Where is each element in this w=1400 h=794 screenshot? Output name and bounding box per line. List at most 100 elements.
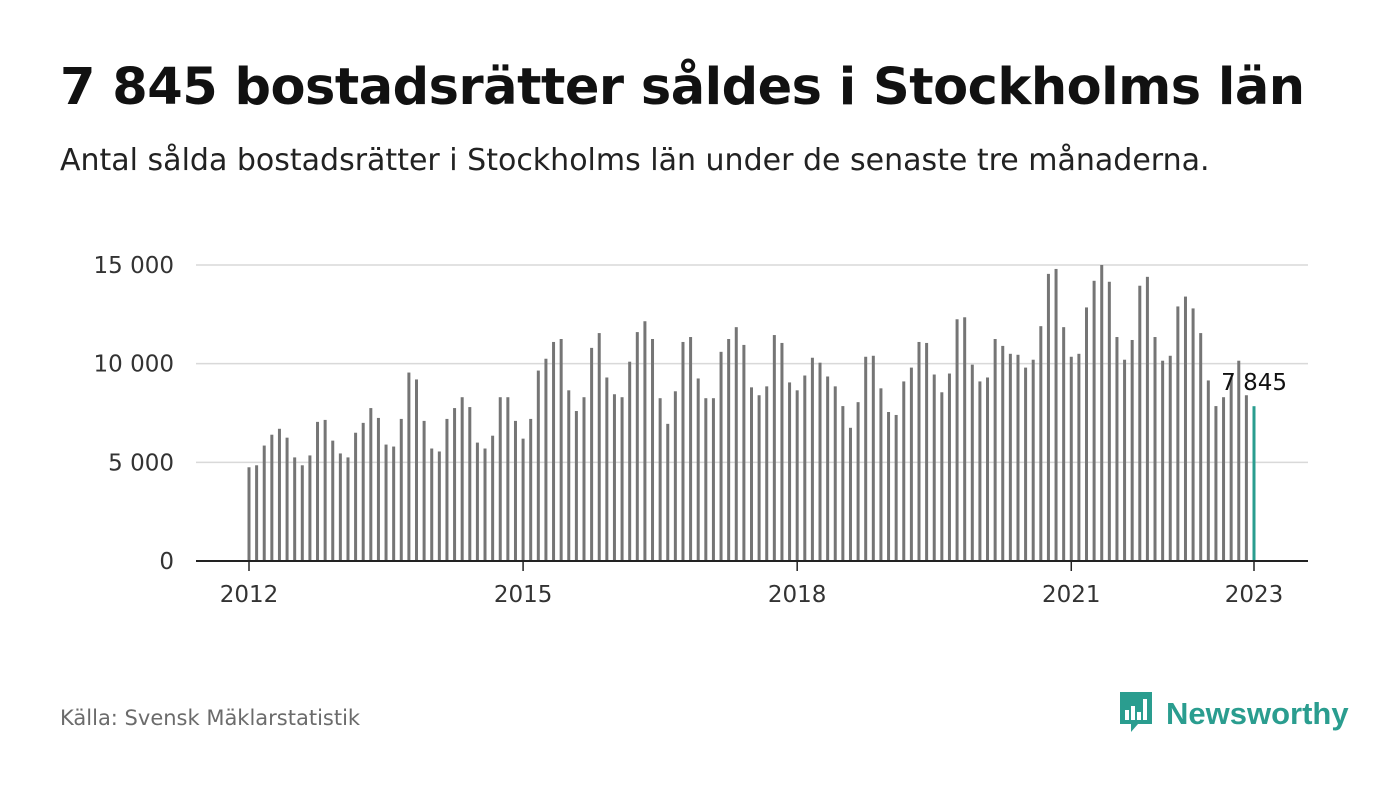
bar: [437, 451, 441, 561]
bar: [750, 387, 753, 561]
bar: [864, 356, 868, 561]
bar: [871, 355, 875, 561]
page-title: 7 845 bostadsrätter såldes i Stockholms …: [60, 58, 1305, 117]
bar: [270, 434, 274, 561]
bar: [1115, 337, 1119, 561]
bar: [422, 420, 426, 561]
bar: [848, 427, 852, 561]
bar: [909, 367, 913, 561]
y-tick-label: 10 000: [94, 352, 174, 378]
bar: [1145, 276, 1149, 561]
bar: [552, 341, 556, 561]
bar-highlight: [1252, 406, 1256, 561]
bar: [491, 435, 495, 561]
bar: [917, 341, 921, 561]
bar: [361, 422, 365, 561]
bar: [620, 397, 624, 561]
bar: [894, 414, 898, 561]
bar: [1008, 353, 1012, 561]
bar: [673, 391, 677, 561]
bar: [1138, 285, 1142, 561]
bar: [757, 395, 761, 561]
bar: [993, 339, 997, 561]
bar: [612, 394, 616, 561]
bar: [1153, 337, 1157, 561]
bar: [765, 386, 769, 561]
bar: [346, 457, 350, 561]
bar: [818, 362, 822, 561]
bar: [483, 448, 487, 561]
bar: [323, 419, 327, 561]
bar: [788, 382, 792, 561]
newsworthy-logo[interactable]: Newsworthy: [1118, 690, 1349, 738]
bar: [430, 448, 434, 561]
bar: [468, 407, 472, 561]
page-subtitle: Antal sålda bostadsrätter i Stockholms l…: [60, 143, 1210, 178]
bar: [902, 381, 906, 561]
bar: [1046, 273, 1050, 561]
bar: [1039, 326, 1043, 561]
bar: [1183, 296, 1187, 561]
bar: [978, 381, 982, 561]
bar: [826, 376, 830, 561]
bar: [887, 412, 891, 561]
x-axis-ticks: 2012 2015 2018 2021 2023: [220, 561, 1284, 608]
bar: [582, 397, 586, 561]
bar: [742, 344, 746, 561]
bar: [574, 411, 578, 561]
bar: [1077, 353, 1081, 561]
bar: [1244, 395, 1248, 561]
bar: [711, 398, 715, 561]
bar: [392, 446, 396, 561]
bar: [932, 374, 936, 561]
bar: [628, 361, 632, 561]
bar: [1168, 355, 1172, 561]
bar: [704, 398, 708, 561]
highlight-value-label: 7 845: [1221, 370, 1287, 396]
bar: [521, 438, 525, 561]
y-tick-label: 15 000: [94, 253, 174, 279]
bar: [1161, 360, 1165, 561]
bar: [879, 388, 883, 561]
bar: [293, 457, 297, 561]
bar: [947, 373, 951, 561]
bar: [407, 372, 411, 561]
bar: [316, 421, 320, 561]
bar: [833, 386, 837, 561]
y-tick-label: 0: [159, 549, 174, 575]
bar: [803, 375, 807, 561]
bar: [643, 321, 647, 561]
bar: [1107, 281, 1111, 561]
bar: [727, 339, 731, 561]
bar: [567, 390, 571, 561]
bar: [1001, 345, 1005, 561]
bar: [658, 398, 662, 561]
source-note: Källa: Svensk Mäklarstatistik: [60, 706, 361, 730]
bar: [1222, 397, 1226, 561]
bar: [453, 408, 457, 561]
x-tick-label: 2021: [1042, 582, 1101, 608]
bar: [513, 420, 517, 561]
bar: [1031, 359, 1035, 561]
bar: [1191, 308, 1195, 561]
bar: [1130, 339, 1134, 561]
x-tick-label: 2012: [220, 582, 279, 608]
bar-chart-speech-icon: [1118, 690, 1154, 738]
bar: [285, 437, 289, 561]
x-tick-label: 2023: [1225, 582, 1284, 608]
bar: [940, 392, 944, 561]
bar: [1062, 327, 1066, 561]
bar: [696, 378, 700, 561]
bar: [597, 333, 601, 561]
x-tick-label: 2015: [494, 582, 553, 608]
bar: [544, 358, 548, 561]
bar: [1214, 406, 1218, 561]
bars: [247, 265, 1256, 561]
bar: [475, 442, 479, 561]
bar: [354, 432, 358, 561]
bar: [856, 402, 860, 561]
bar: [338, 453, 342, 561]
bar: [1229, 377, 1233, 561]
bar: [689, 337, 693, 561]
bar: [1092, 280, 1096, 561]
